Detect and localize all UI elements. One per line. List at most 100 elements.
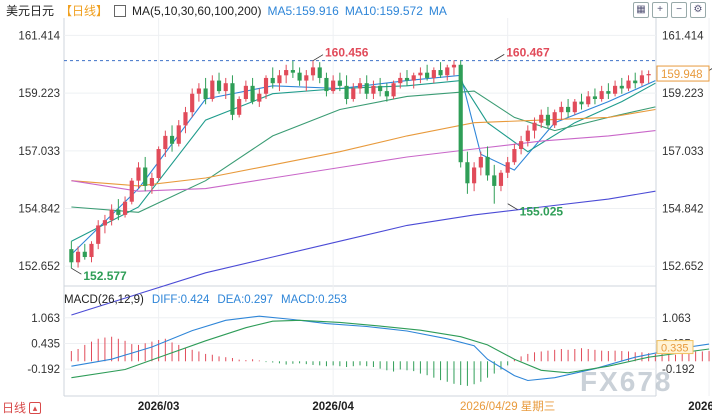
candle-body	[310, 67, 316, 76]
candle-body	[478, 156, 483, 168]
macd-tick-left: 0.435	[31, 338, 60, 350]
macd-dea: DEA:0.297	[217, 294, 274, 306]
candle-body	[89, 243, 94, 258]
ma-line-ma60	[71, 108, 656, 187]
date-label: 2026/06	[688, 401, 712, 413]
candle-body	[525, 130, 530, 142]
candle-body	[250, 85, 255, 102]
candle-body	[492, 175, 497, 186]
candle-body	[505, 162, 510, 173]
candle-body	[344, 85, 349, 100]
candle-body	[586, 96, 591, 105]
price-tick-right: 152.652	[662, 261, 704, 273]
annotation-pointer	[71, 267, 82, 275]
candle-body	[425, 72, 430, 78]
candle-body	[196, 88, 201, 94]
candle-body	[69, 249, 74, 263]
candle-body	[243, 85, 248, 100]
annotation-label: 152.577	[83, 269, 127, 283]
period-tag[interactable]: 【日线】	[60, 4, 109, 18]
dropdown-icon[interactable]: ▴	[29, 401, 42, 414]
macd-label: MACD(26,12,9)	[64, 294, 144, 306]
macd-diff: DIFF:0.424	[151, 294, 210, 306]
period-switch[interactable]: 日线 ▴	[2, 399, 42, 416]
ma10-value: MA10:159.572	[344, 3, 423, 18]
candle-body	[371, 85, 376, 94]
macd-value: MACD:0.253	[281, 294, 347, 306]
candle-body	[284, 70, 289, 76]
candle-body	[472, 167, 477, 184]
chart-frame	[63, 18, 657, 397]
candle-body	[378, 85, 383, 92]
candle-body	[116, 209, 121, 215]
candlestick-series[interactable]	[69, 60, 651, 269]
date-label: 2026/03	[138, 401, 180, 413]
macd-badge-box	[656, 340, 694, 355]
ma-params: MA(5,10,30,60,100,200)	[132, 3, 262, 18]
ma-line-ma100	[71, 130, 656, 192]
candle-body	[485, 156, 490, 176]
candle-body	[176, 125, 181, 144]
candle-body	[297, 72, 302, 81]
zoom-in-icon[interactable]: +	[652, 2, 668, 18]
candle-body	[465, 162, 470, 184]
candle-body	[290, 70, 295, 73]
candle-body	[82, 251, 87, 258]
macd-diff-line	[71, 315, 710, 382]
candle-body	[451, 64, 457, 68]
ma-more: MA	[428, 3, 447, 18]
candle-body	[572, 101, 577, 113]
candle-body	[626, 80, 631, 89]
candle-body	[122, 201, 128, 215]
candle-body	[210, 80, 215, 100]
macd-tick-left: -0.192	[27, 364, 60, 376]
candle-body	[545, 114, 551, 126]
price-tick-right: 159.223	[662, 88, 704, 100]
candle-body	[277, 75, 282, 84]
settings-icon[interactable]: ⚙	[690, 2, 706, 18]
candle-body	[438, 70, 443, 76]
candle-body	[203, 88, 208, 100]
candle-body	[237, 99, 242, 115]
candle-body	[404, 77, 410, 81]
symbol-title: 美元日元	[6, 4, 55, 18]
candle-body	[129, 180, 134, 202]
zoom-out-icon[interactable]: −	[671, 2, 687, 18]
date-label: 2026/04/29 星期三	[460, 400, 555, 413]
annotation-pointer	[312, 54, 324, 62]
candle-body	[599, 91, 604, 100]
candle-body	[612, 85, 618, 94]
ma-checkbox-icon[interactable]	[114, 4, 127, 17]
ma-line-ma30	[71, 90, 656, 213]
candle-body	[552, 112, 557, 126]
candle-body	[639, 75, 645, 84]
price-tick-left: 161.414	[18, 30, 60, 42]
annotation-label: 160.467	[506, 45, 550, 59]
macd-header: MACD(26,12,9) DIFF:0.424 DEA:0.297 MACD:…	[64, 294, 347, 306]
macd-tick-left: 1.063	[31, 313, 60, 325]
candle-body	[592, 96, 598, 100]
candle-body	[633, 80, 638, 84]
candle-body	[532, 122, 537, 131]
date-x-axis: 2026/03 2026/04 2026/04/29 星期三 2026/06	[138, 400, 712, 413]
candle-body	[223, 83, 228, 92]
annotation-label: 155.025	[520, 205, 564, 219]
price-tick-left: 157.033	[18, 146, 60, 158]
candle-body	[606, 91, 611, 94]
candle-body	[230, 83, 235, 115]
chart-header: 美元日元 【日线】 MA(5,10,30,60,100,200) MA5:159…	[6, 2, 447, 19]
candle-body	[619, 85, 624, 89]
candle-body	[183, 112, 188, 126]
grid-icon[interactable]: ▦	[633, 2, 649, 18]
candle-body	[431, 70, 436, 78]
current-price-box	[656, 65, 710, 82]
candle-body	[331, 80, 336, 92]
price-tick-left: 152.652	[18, 261, 60, 273]
macd-badge-label: 0.335	[661, 343, 689, 355]
watermark-logo: FX678	[580, 366, 673, 397]
price-tick-right: 157.033	[662, 146, 704, 158]
candle-body	[418, 72, 423, 76]
chart-toolbar: ▦ + − ⚙	[633, 2, 706, 18]
candle-body	[102, 220, 108, 226]
